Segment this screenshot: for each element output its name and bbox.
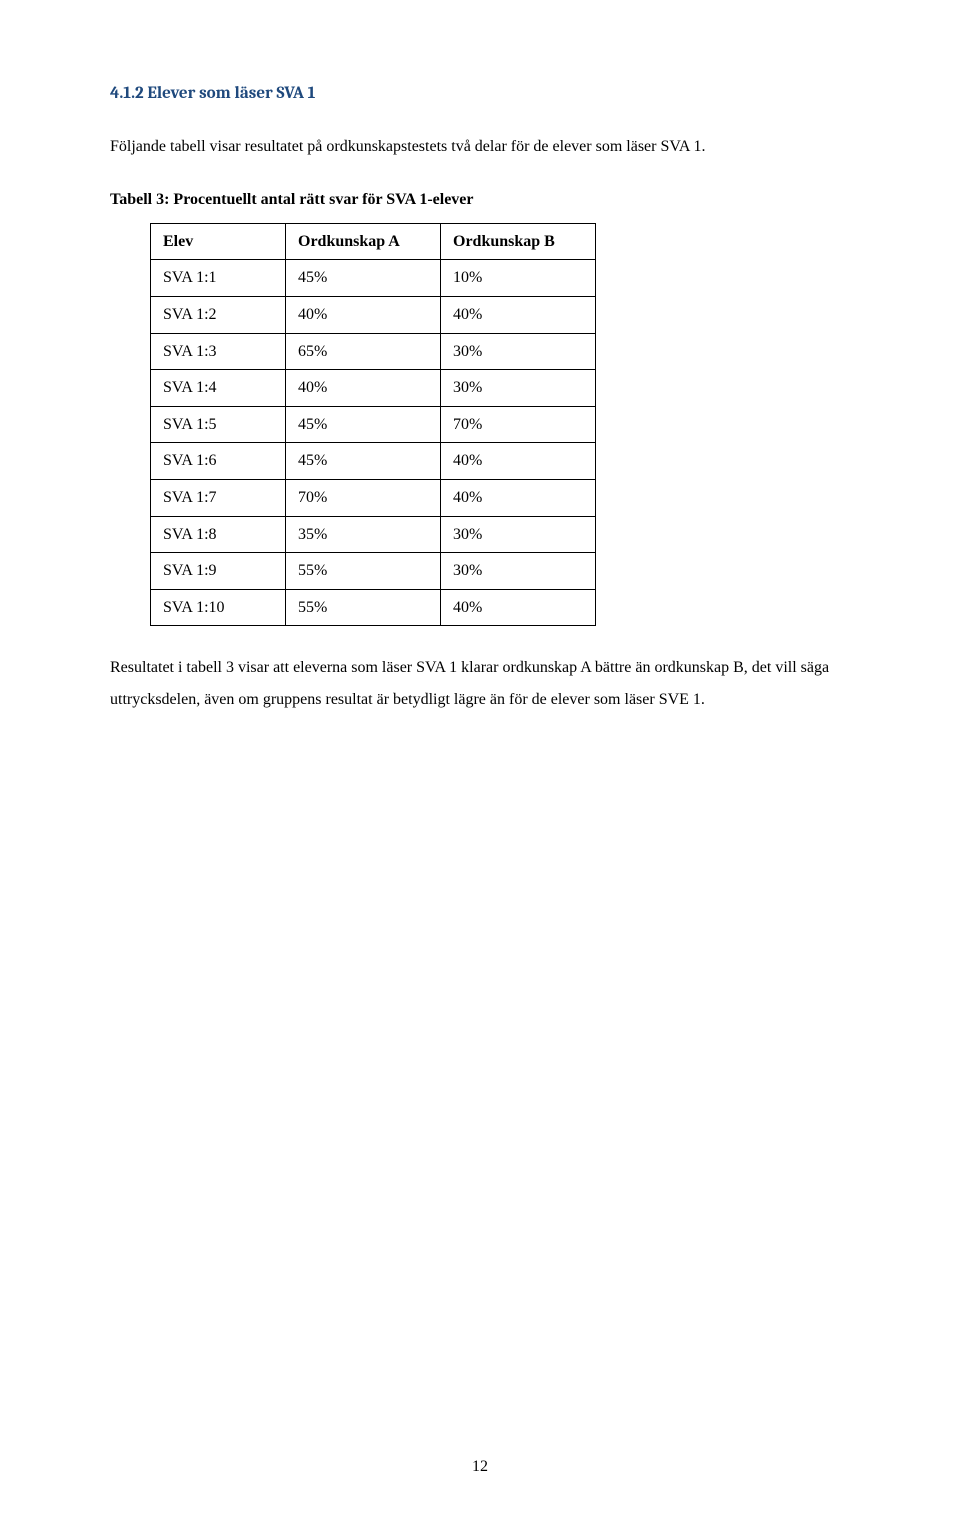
cell-elev: SVA 1:4	[151, 370, 286, 407]
cell-b: 40%	[441, 479, 596, 516]
cell-elev: SVA 1:7	[151, 479, 286, 516]
cell-elev: SVA 1:8	[151, 516, 286, 553]
cell-a: 35%	[286, 516, 441, 553]
page-number: 12	[0, 1454, 960, 1480]
cell-elev: SVA 1:5	[151, 406, 286, 443]
cell-a: 45%	[286, 443, 441, 480]
cell-b: 40%	[441, 589, 596, 626]
cell-a: 45%	[286, 260, 441, 297]
cell-a: 40%	[286, 370, 441, 407]
cell-b: 70%	[441, 406, 596, 443]
col-header-elev: Elev	[151, 223, 286, 260]
cell-a: 65%	[286, 333, 441, 370]
cell-a: 40%	[286, 296, 441, 333]
cell-b: 40%	[441, 296, 596, 333]
cell-b: 10%	[441, 260, 596, 297]
table-row: SVA 1:2 40% 40%	[151, 296, 596, 333]
section-heading: 4.1.2 Elever som läser SVA 1	[110, 80, 850, 107]
table-row: SVA 1:4 40% 30%	[151, 370, 596, 407]
table-row: SVA 1:8 35% 30%	[151, 516, 596, 553]
col-header-a: Ordkunskap A	[286, 223, 441, 260]
table-row: SVA 1:10 55% 40%	[151, 589, 596, 626]
cell-a: 55%	[286, 553, 441, 590]
cell-b: 30%	[441, 553, 596, 590]
table-row: SVA 1:9 55% 30%	[151, 553, 596, 590]
cell-b: 30%	[441, 333, 596, 370]
cell-elev: SVA 1:10	[151, 589, 286, 626]
table-caption: Tabell 3: Procentuellt antal rätt svar f…	[110, 187, 850, 213]
intro-paragraph: Följande tabell visar resultatet på ordk…	[110, 131, 850, 163]
col-header-b: Ordkunskap B	[441, 223, 596, 260]
table-header-row: Elev Ordkunskap A Ordkunskap B	[151, 223, 596, 260]
result-paragraph: Resultatet i tabell 3 visar att eleverna…	[110, 652, 850, 716]
cell-elev: SVA 1:9	[151, 553, 286, 590]
cell-a: 55%	[286, 589, 441, 626]
results-table: Elev Ordkunskap A Ordkunskap B SVA 1:1 4…	[150, 223, 596, 627]
cell-elev: SVA 1:1	[151, 260, 286, 297]
cell-b: 30%	[441, 516, 596, 553]
table-row: SVA 1:3 65% 30%	[151, 333, 596, 370]
table-row: SVA 1:7 70% 40%	[151, 479, 596, 516]
cell-a: 45%	[286, 406, 441, 443]
table-row: SVA 1:1 45% 10%	[151, 260, 596, 297]
cell-elev: SVA 1:2	[151, 296, 286, 333]
cell-a: 70%	[286, 479, 441, 516]
cell-b: 40%	[441, 443, 596, 480]
table-row: SVA 1:6 45% 40%	[151, 443, 596, 480]
cell-elev: SVA 1:3	[151, 333, 286, 370]
cell-elev: SVA 1:6	[151, 443, 286, 480]
table-row: SVA 1:5 45% 70%	[151, 406, 596, 443]
cell-b: 30%	[441, 370, 596, 407]
